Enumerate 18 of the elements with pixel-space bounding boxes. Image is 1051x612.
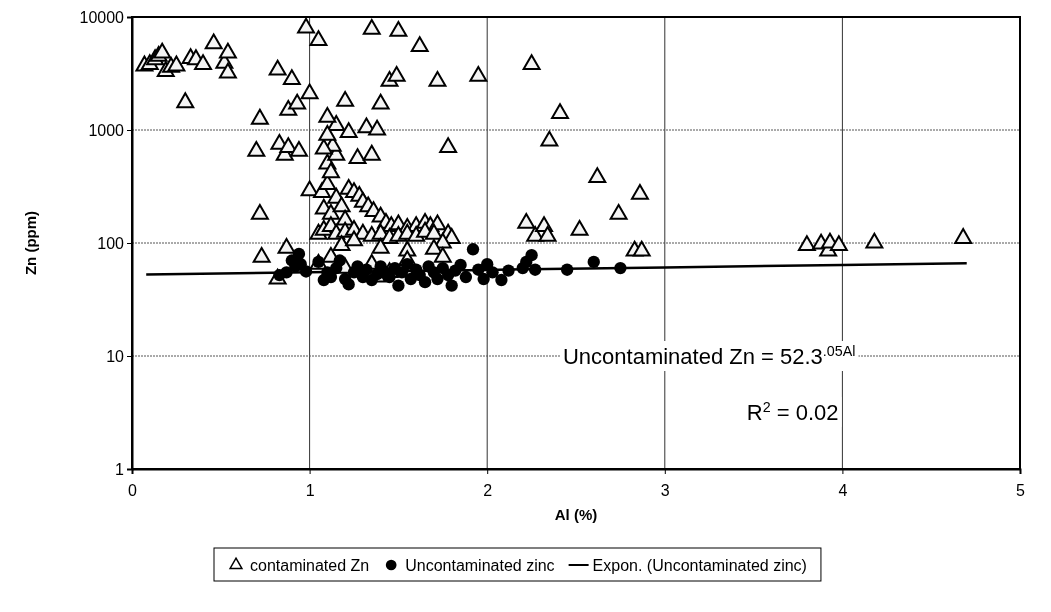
x-tick-label: 5: [1016, 482, 1026, 500]
annotation: R$^{2}$ = 0.02: [746, 398, 839, 425]
legend-label: Uncontaminated zinc: [405, 557, 555, 574]
annotation: Uncontaminated Zn = 52.3$^{.05Al}$: [562, 343, 856, 369]
x-tick-label: 4: [838, 482, 848, 500]
y-tick-label: 1000: [88, 121, 125, 139]
y-tick-label: 1: [115, 460, 125, 478]
x-axis-title: Al (%): [554, 506, 598, 523]
x-tick-label: 3: [660, 482, 670, 500]
legend-label: Expon. (Uncontaminated zinc): [592, 557, 807, 574]
y-tick-label: 100: [97, 234, 125, 252]
legend-label: contaminated Zn: [250, 557, 370, 574]
y-tick-label: 10: [106, 347, 125, 365]
x-tick-label: 2: [483, 482, 493, 500]
x-tick-label: 0: [128, 482, 138, 500]
x-tick-label: 1: [305, 482, 315, 500]
y-axis-title: Zn (ppm): [22, 210, 39, 276]
y-tick-label: 10000: [79, 8, 125, 26]
